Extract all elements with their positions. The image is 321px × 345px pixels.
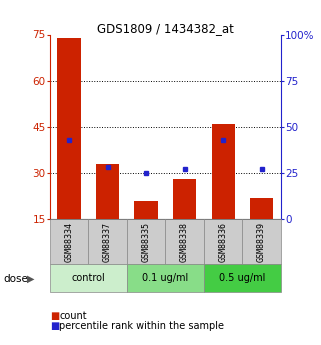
Text: GSM88336: GSM88336 — [219, 221, 228, 262]
Text: control: control — [71, 273, 105, 283]
Text: GDS1809 / 1434382_at: GDS1809 / 1434382_at — [97, 22, 234, 36]
Text: GSM88335: GSM88335 — [142, 221, 151, 262]
Bar — [50, 219, 88, 264]
Bar — [212, 124, 235, 219]
Text: 0.1 ug/ml: 0.1 ug/ml — [142, 273, 188, 283]
Text: percentile rank within the sample: percentile rank within the sample — [59, 321, 224, 331]
Bar — [204, 219, 242, 264]
Text: GSM88338: GSM88338 — [180, 221, 189, 262]
Bar — [88, 219, 127, 264]
Text: 0.5 ug/ml: 0.5 ug/ml — [219, 273, 265, 283]
Text: ▶: ▶ — [27, 274, 35, 284]
Bar — [134, 201, 158, 219]
Bar — [57, 38, 81, 219]
Bar — [165, 219, 204, 264]
Bar — [96, 164, 119, 219]
Text: GSM88334: GSM88334 — [65, 221, 74, 262]
Text: GSM88337: GSM88337 — [103, 221, 112, 262]
Text: ■: ■ — [50, 311, 59, 321]
Bar — [204, 264, 281, 292]
Bar — [127, 219, 165, 264]
Bar — [242, 219, 281, 264]
Bar — [50, 264, 127, 292]
Bar — [250, 198, 273, 219]
Bar — [127, 264, 204, 292]
Text: ■: ■ — [50, 321, 59, 331]
Text: count: count — [59, 311, 87, 321]
Text: GSM88339: GSM88339 — [257, 221, 266, 262]
Text: dose: dose — [3, 274, 28, 284]
Bar — [173, 179, 196, 219]
